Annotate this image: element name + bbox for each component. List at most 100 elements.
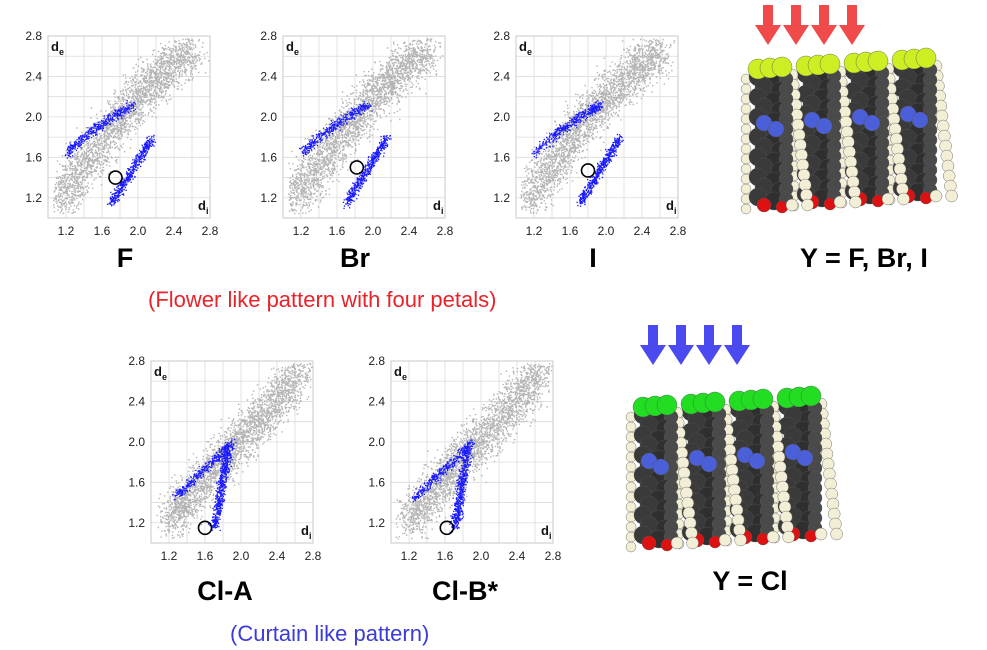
y-tick-label: 2.0: [25, 110, 42, 124]
y-tick-label: 1.6: [260, 150, 277, 164]
x-axis-label: di: [666, 198, 676, 216]
gray-point-cloud: [156, 363, 313, 539]
y-tick-label: 1.6: [368, 475, 385, 489]
packing-structure-top: [738, 5, 983, 235]
x-tick-label: 2.4: [634, 224, 651, 238]
y-tick-label: 2.0: [260, 110, 277, 124]
gray-point-cloud: [288, 38, 444, 215]
y-tick-label: 1.2: [368, 516, 385, 530]
y-axis-label: de: [394, 364, 407, 382]
y-tick-label: 1.6: [493, 150, 510, 164]
x-tick-label: 2.8: [305, 549, 322, 563]
blue-contact-points: [299, 101, 392, 209]
x-tick-label: 2.4: [166, 224, 183, 238]
x-tick-label: 1.6: [94, 224, 111, 238]
x-tick-label: 1.2: [293, 224, 310, 238]
plot-label-br: Br: [339, 243, 370, 273]
x-tick-label: 2.4: [269, 549, 286, 563]
plot-label-cl-b: Cl-B*: [432, 576, 498, 606]
structure-label-bottom: Y = Cl: [712, 566, 788, 596]
x-axis-label: di: [301, 523, 311, 541]
x-tick-label: 1.6: [329, 224, 346, 238]
fingerprint-plot-cl-a: 1.2 1.6 2.0 2.4 2.8 1.2 1.6 2.0 2.4 2.8 de di: [128, 354, 322, 563]
plot-frame: [515, 35, 679, 219]
y-tick-label: 2.8: [493, 29, 510, 43]
x-axis-label: di: [198, 198, 208, 216]
direction-arrow-icon: [640, 325, 666, 365]
x-tick-label: 2.0: [233, 549, 250, 563]
x-tick-label: 1.2: [58, 224, 75, 238]
gray-point-cloud: [395, 363, 553, 540]
y-tick-label: 2.0: [493, 110, 510, 124]
y-tick-label: 1.2: [128, 516, 145, 530]
y-axis-label: de: [286, 39, 299, 57]
molecular-stack: [625, 385, 843, 553]
plot-grid: [150, 360, 314, 544]
y-axis-label: de: [51, 39, 64, 57]
plot-label-i: I: [589, 243, 597, 273]
y-tick-label: 2.8: [25, 29, 42, 43]
x-axis-label: di: [433, 198, 443, 216]
fingerprint-plot-br: 1.2 1.6 2.0 2.4 2.8 1.2 1.6 2.0 2.4 2.8 de di: [260, 29, 453, 238]
highlight-circle-marker: [580, 163, 596, 178]
plot-panel-i: 1.2 1.6 2.0 2.4 2.8 1.2 1.6 2.0 2.4 2.8 de di: [478, 28, 690, 248]
plot-label-cl-a: Cl-A: [197, 576, 253, 606]
fingerprint-plot-f: 1.2 1.6 2.0 2.4 2.8 1.2 1.6 2.0 2.4 2.8 de di: [25, 29, 219, 238]
x-axis-label: di: [541, 523, 551, 541]
plot-label-f: F: [116, 243, 134, 273]
direction-arrow-icon: [696, 325, 722, 365]
arrow-group: [755, 5, 865, 45]
highlight-circle-marker: [197, 520, 213, 536]
caption-curtain-pattern: (Curtain like pattern): [230, 621, 430, 646]
blue-contact-points: [172, 438, 237, 531]
direction-arrow-icon: [839, 5, 865, 45]
x-tick-label: 1.6: [197, 549, 214, 563]
blue-contact-points: [411, 439, 475, 533]
y-tick-label: 1.2: [25, 191, 42, 205]
blue-contact-points: [531, 100, 624, 207]
y-tick-label: 2.4: [260, 69, 277, 83]
y-tick-label: 2.8: [368, 354, 385, 368]
plot-frame: [282, 35, 446, 219]
caption-flower-pattern: (Flower like pattern with four petals): [148, 287, 497, 312]
plot-panel-cl-b: 1.2 1.6 2.0 2.4 2.8 1.2 1.6 2.0 2.4 2.8 de di: [353, 353, 565, 573]
plot-panel-cl-a: 1.2 1.6 2.0 2.4 2.8 1.2 1.6 2.0 2.4 2.8 de di: [113, 353, 325, 573]
x-tick-label: 1.2: [161, 549, 178, 563]
direction-arrow-icon: [783, 5, 809, 45]
x-tick-label: 2.4: [509, 549, 526, 563]
fingerprint-plot-i: 1.2 1.6 2.0 2.4 2.8 1.2 1.6 2.0 2.4 2.8 de di: [493, 29, 687, 238]
y-axis-label: de: [154, 364, 167, 382]
y-tick-label: 1.2: [260, 191, 277, 205]
y-tick-label: 2.0: [368, 435, 385, 449]
y-tick-label: 2.4: [128, 394, 145, 408]
plot-panel-br: 1.2 1.6 2.0 2.4 2.8 1.2 1.6 2.0 2.4 2.8 de di: [245, 28, 457, 248]
direction-arrow-icon: [755, 5, 781, 45]
plot-frame: [150, 360, 314, 544]
space-filling-model-top: [740, 5, 958, 215]
x-tick-label: 2.0: [473, 549, 490, 563]
y-tick-label: 2.0: [128, 435, 145, 449]
x-tick-label: 2.0: [130, 224, 147, 238]
plot-panel-f: 1.2 1.6 2.0 2.4 2.8 1.2 1.6 2.0 2.4 2.8 de di: [10, 28, 222, 248]
molecular-stack: [740, 47, 958, 215]
direction-arrow-icon: [668, 325, 694, 365]
x-tick-label: 1.2: [526, 224, 543, 238]
gray-point-cloud: [520, 38, 676, 214]
x-tick-label: 2.4: [401, 224, 418, 238]
x-tick-label: 2.8: [202, 224, 219, 238]
direction-arrow-icon: [724, 325, 750, 365]
fingerprint-plot-cl-b: 1.2 1.6 2.0 2.4 2.8 1.2 1.6 2.0 2.4 2.8 de di: [368, 354, 561, 563]
direction-arrow-icon: [811, 5, 837, 45]
plot-frame: [47, 35, 211, 219]
y-axis-label: de: [519, 39, 532, 57]
y-tick-label: 2.4: [25, 69, 42, 83]
x-tick-label: 2.0: [365, 224, 382, 238]
x-tick-label: 2.8: [670, 224, 687, 238]
x-tick-label: 1.6: [437, 549, 454, 563]
x-tick-label: 1.2: [401, 549, 418, 563]
highlight-circle-marker: [349, 160, 365, 175]
highlight-circle-marker: [439, 520, 455, 536]
y-tick-label: 2.8: [260, 29, 277, 43]
y-tick-label: 2.4: [493, 69, 510, 83]
y-tick-label: 2.4: [368, 394, 385, 408]
